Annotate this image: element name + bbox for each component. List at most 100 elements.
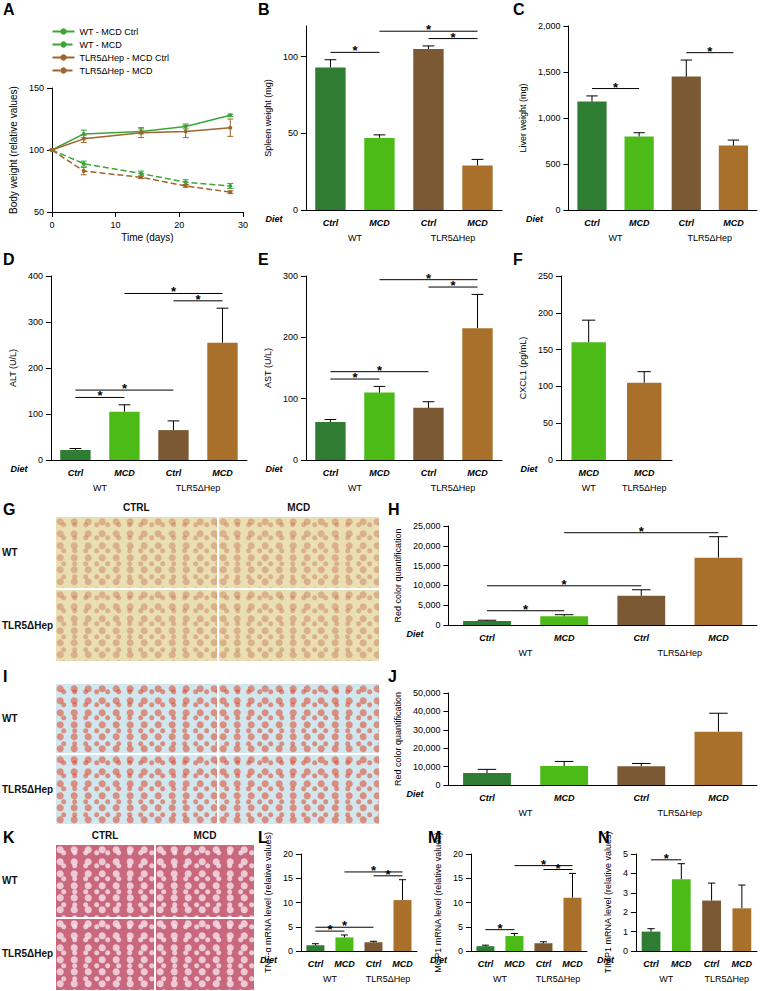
svg-text:Diet: Diet (526, 214, 544, 224)
svg-text:MCD: MCD (634, 468, 655, 478)
svg-text:Diet: Diet (521, 464, 539, 474)
svg-text:TNF-α mRNA level (relative val: TNF-α mRNA level (relative values) (263, 832, 273, 973)
svg-text:30: 30 (238, 220, 248, 230)
svg-text:MCP1 mRNA level (relative valu: MCP1 mRNA level (relative values) (433, 832, 443, 973)
svg-text:*: * (555, 861, 561, 876)
svg-text:Diet: Diet (407, 629, 425, 639)
svg-text:0: 0 (293, 455, 298, 465)
svg-text:MCD: MCD (467, 468, 488, 478)
svg-text:MCD: MCD (212, 468, 233, 478)
svg-text:AST (U/L): AST (U/L) (263, 348, 273, 388)
svg-text:10: 10 (453, 898, 463, 908)
svg-text:Ctrl: Ctrl (634, 793, 650, 803)
svg-text:TLR5ΔHep: TLR5ΔHep (688, 233, 733, 243)
svg-text:0: 0 (293, 205, 298, 215)
svg-text:Ctrl: Ctrl (634, 633, 650, 643)
svg-text:50: 50 (34, 207, 44, 217)
svg-text:MCD: MCD (562, 959, 583, 969)
svg-text:Liver weight (mg): Liver weight (mg) (518, 83, 528, 152)
svg-text:0: 0 (435, 620, 440, 630)
svg-text:5: 5 (623, 849, 628, 859)
svg-text:*: * (562, 577, 568, 592)
svg-text:TLR5ΔHep - MCD: TLR5ΔHep - MCD (80, 66, 154, 76)
svg-text:*: * (377, 363, 383, 378)
svg-text:10: 10 (111, 220, 121, 230)
svg-text:500: 500 (545, 159, 560, 169)
svg-text:Ctrl: Ctrl (478, 959, 494, 969)
svg-text:TLR5ΔHep: TLR5ΔHep (658, 648, 703, 658)
svg-text:20: 20 (174, 220, 184, 230)
svg-text:MCD: MCD (708, 793, 729, 803)
svg-text:10,000: 10,000 (413, 580, 441, 590)
svg-text:15,000: 15,000 (413, 561, 441, 571)
svg-text:5,000: 5,000 (418, 600, 441, 610)
svg-text:15: 15 (453, 873, 463, 883)
svg-text:*: * (541, 857, 547, 872)
svg-text:Ctrl: Ctrl (366, 959, 382, 969)
svg-text:Ctrl: Ctrl (704, 959, 720, 969)
svg-text:100: 100 (28, 409, 43, 419)
svg-text:5: 5 (458, 922, 463, 932)
svg-text:*: * (707, 44, 713, 59)
svg-text:MCD: MCD (504, 959, 525, 969)
svg-text:200: 200 (538, 308, 553, 318)
svg-text:TLR5ΔHep: TLR5ΔHep (366, 974, 411, 984)
svg-text:Ctrl: Ctrl (421, 468, 437, 478)
svg-text:Body weight (relative values): Body weight (relative values) (8, 86, 19, 214)
svg-text:40,000: 40,000 (413, 706, 441, 716)
svg-text:200: 200 (283, 332, 298, 342)
svg-text:400: 400 (28, 271, 43, 281)
svg-text:*: * (371, 863, 377, 878)
svg-text:4: 4 (623, 868, 628, 878)
svg-text:TLR5ΔHep: TLR5ΔHep (658, 808, 703, 818)
svg-text:Ctrl: Ctrl (584, 218, 600, 228)
svg-text:0: 0 (38, 455, 43, 465)
svg-text:WT: WT (519, 648, 533, 658)
svg-text:10: 10 (283, 898, 293, 908)
svg-text:0: 0 (623, 946, 628, 956)
svg-text:300: 300 (28, 317, 43, 327)
svg-text:MCD: MCD (392, 959, 413, 969)
svg-text:*: * (523, 602, 529, 617)
svg-text:1,500: 1,500 (538, 67, 561, 77)
svg-text:Time (days): Time (days) (121, 232, 173, 243)
svg-text:Ctrl: Ctrl (308, 959, 324, 969)
svg-text:Diet: Diet (407, 789, 425, 799)
svg-text:Ctrl: Ctrl (421, 218, 437, 228)
svg-text:Spleen weight (mg): Spleen weight (mg) (263, 79, 273, 157)
svg-text:10,000: 10,000 (413, 762, 441, 772)
svg-text:MCD: MCD (334, 959, 355, 969)
svg-text:WT - MCD: WT - MCD (80, 40, 123, 50)
svg-text:MCD: MCD (554, 793, 575, 803)
svg-text:Ctrl: Ctrl (479, 793, 495, 803)
svg-text:*: * (97, 388, 103, 403)
svg-text:*: * (352, 43, 358, 58)
svg-text:0: 0 (548, 455, 553, 465)
svg-text:50,000: 50,000 (413, 688, 441, 698)
svg-text:Ctrl: Ctrl (536, 959, 552, 969)
svg-text:50: 50 (543, 418, 553, 428)
svg-text:MCD: MCD (554, 633, 575, 643)
svg-text:20,000: 20,000 (413, 743, 441, 753)
svg-text:5: 5 (288, 922, 293, 932)
svg-text:2,000: 2,000 (538, 21, 561, 31)
svg-text:WT: WT (609, 233, 623, 243)
svg-text:WT: WT (582, 483, 596, 493)
svg-text:*: * (171, 284, 177, 299)
svg-text:0: 0 (49, 220, 54, 230)
svg-text:*: * (426, 22, 432, 37)
svg-text:100: 100 (29, 145, 44, 155)
svg-text:MCD: MCD (467, 218, 488, 228)
svg-text:WT: WT (348, 483, 362, 493)
svg-text:MCD: MCD (708, 633, 729, 643)
svg-text:Ctrl: Ctrl (479, 633, 495, 643)
svg-text:WT - MCD Ctrl: WT - MCD Ctrl (80, 27, 139, 37)
svg-text:*: * (450, 30, 456, 45)
svg-text:Ctrl: Ctrl (679, 218, 695, 228)
svg-text:0: 0 (435, 780, 440, 790)
svg-text:Diet: Diet (11, 464, 29, 474)
svg-text:TIMP1 mRNA level (relative val: TIMP1 mRNA level (relative values) (603, 831, 613, 973)
svg-text:250: 250 (538, 271, 553, 281)
svg-text:TLR5ΔHep: TLR5ΔHep (431, 483, 476, 493)
svg-text:WT: WT (659, 974, 673, 984)
